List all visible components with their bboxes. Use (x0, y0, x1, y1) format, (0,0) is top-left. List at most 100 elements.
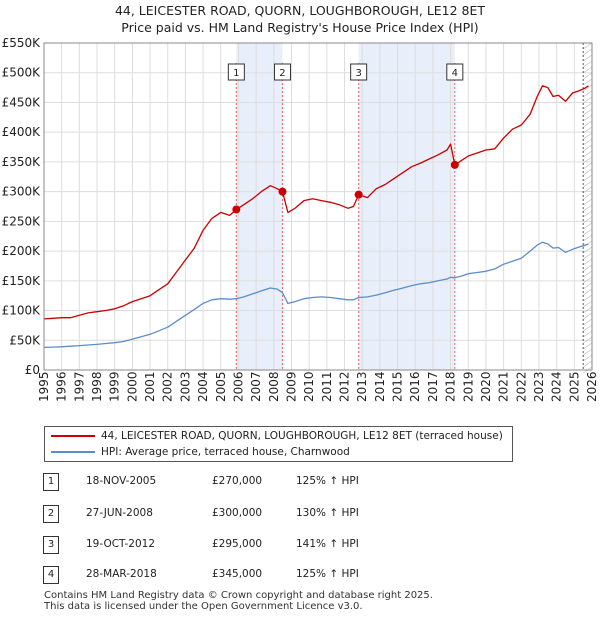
forecast-hatch (582, 192, 593, 200)
x-tick-label: 2021 (497, 371, 511, 402)
x-tick-label: 1997 (72, 371, 86, 402)
x-tick-label: 2016 (408, 371, 422, 402)
forecast-hatch (582, 222, 593, 230)
sale-point-3 (354, 190, 363, 199)
footer-copyright: Contains HM Land Registry data © Crown c… (44, 590, 433, 601)
x-tick-label: 1996 (55, 371, 69, 402)
sale-row-2: 2 27-JUN-2008 £300,000 130% ↑ HPI (0, 505, 600, 525)
y-tick-label: £250K (2, 214, 42, 228)
y-tick-label: £400K (2, 125, 42, 139)
x-tick-label: 2017 (426, 371, 440, 402)
footer-attribution: Contains HM Land Registry data © Crown c… (44, 590, 433, 612)
sale-price: £300,000 (212, 507, 263, 519)
sale-price: £270,000 (212, 475, 263, 487)
forecast-hatch (582, 156, 593, 164)
forecast-hatch (582, 198, 593, 206)
sale-label-box-4 (446, 63, 464, 81)
sale-number-badge: 2 (43, 505, 59, 523)
forecast-hatch (582, 78, 593, 86)
hpi-line (43, 241, 589, 349)
x-tick-label: 2011 (320, 371, 334, 402)
forecast-hatch (582, 300, 593, 308)
x-tick-label: 2010 (302, 371, 316, 402)
forecast-hatch (582, 66, 593, 74)
hpi-line-swatch (51, 451, 95, 453)
forecast-hatch (582, 294, 593, 302)
forecast-hatch (582, 96, 593, 104)
forecast-hatch (582, 180, 593, 188)
forecast-hatch (582, 126, 593, 134)
x-tick-label: 2025 (567, 371, 581, 402)
sale-number-badge: 4 (43, 566, 59, 584)
sale-point-4 (450, 160, 459, 169)
y-tick-label: £300K (2, 185, 42, 199)
forecast-hatch (582, 144, 593, 152)
x-tick-label: 2001 (143, 371, 157, 402)
sale-label-box-2 (273, 63, 291, 81)
x-tick-label: 2014 (373, 371, 387, 402)
forecast-hatch (582, 48, 593, 56)
title-subtitle: Price paid vs. HM Land Registry's House … (121, 20, 479, 35)
property-line-swatch (51, 435, 95, 437)
y-tick-label: £150K (2, 274, 42, 288)
forecast-hatch (582, 114, 593, 122)
forecast-hatch (582, 186, 593, 194)
forecast-hatch (582, 306, 593, 314)
forecast-hatch (582, 336, 593, 344)
sale-point-1 (232, 205, 241, 214)
y-tick-label: £450K (2, 95, 42, 109)
forecast-hatch (582, 210, 593, 218)
x-tick-label: 2002 (161, 371, 175, 402)
forecast-hatch (582, 360, 593, 368)
forecast-hatch (582, 354, 593, 362)
forecast-hatch (582, 132, 593, 140)
sale-point-2 (278, 187, 287, 196)
sale-hpi-change: 130% ↑ HPI (296, 507, 359, 519)
forecast-hatch (582, 168, 593, 176)
forecast-hatch (582, 270, 593, 278)
forecast-hatch (582, 228, 593, 236)
forecast-hatch (582, 84, 593, 92)
sale-hpi-change: 141% ↑ HPI (296, 538, 359, 550)
forecast-hatch (582, 324, 593, 332)
forecast-hatch (582, 108, 593, 116)
forecast-hatch (582, 138, 593, 146)
shaded-range-1 (236, 43, 283, 370)
y-tick-label: £0 (25, 363, 40, 377)
x-tick-label: 2005 (214, 371, 228, 402)
legend-hpi-label: HPI: Average price, terraced house, Char… (101, 446, 350, 458)
x-tick-label: 2020 (479, 371, 493, 402)
x-tick-label: 1995 (37, 371, 51, 402)
x-tick-label: 1999 (108, 371, 122, 402)
forecast-hatch (582, 72, 593, 80)
sale-label-box-1 (227, 63, 245, 81)
legend-property-label: 44, LEICESTER ROAD, QUORN, LOUGHBOROUGH,… (101, 430, 503, 442)
sale-label-2: 2 (279, 68, 285, 79)
x-tick-label: 2007 (249, 371, 263, 402)
forecast-hatch (582, 288, 593, 296)
chart-title: 44, LEICESTER ROAD, QUORN, LOUGHBOROUGH,… (0, 2, 600, 36)
forecast-hatch (582, 120, 593, 128)
sale-row-4: 4 28-MAR-2018 £345,000 125% ↑ HPI (0, 566, 600, 586)
x-tick-label: 2009 (284, 371, 298, 402)
x-tick-label: 2015 (391, 371, 405, 402)
sale-price: £345,000 (212, 568, 263, 580)
forecast-hatch (582, 330, 593, 338)
sale-label-1: 1 (233, 68, 239, 79)
forecast-hatch (582, 348, 593, 356)
y-tick-label: £550K (2, 36, 42, 50)
property-price-line (43, 85, 589, 320)
x-tick-label: 2000 (125, 371, 139, 402)
plot-frame (43, 42, 593, 371)
forecast-hatch (582, 204, 593, 212)
x-tick-label: 2022 (514, 371, 528, 402)
x-tick-label: 2013 (355, 371, 369, 402)
sale-hpi-change: 125% ↑ HPI (296, 475, 359, 487)
forecast-hatch (582, 150, 593, 158)
x-tick-label: 2024 (550, 371, 564, 402)
forecast-hatch (582, 102, 593, 110)
sale-date: 19-OCT-2012 (86, 538, 155, 550)
x-tick-label: 1998 (90, 371, 104, 402)
forecast-hatch (582, 276, 593, 284)
x-tick-label: 2012 (338, 371, 352, 402)
